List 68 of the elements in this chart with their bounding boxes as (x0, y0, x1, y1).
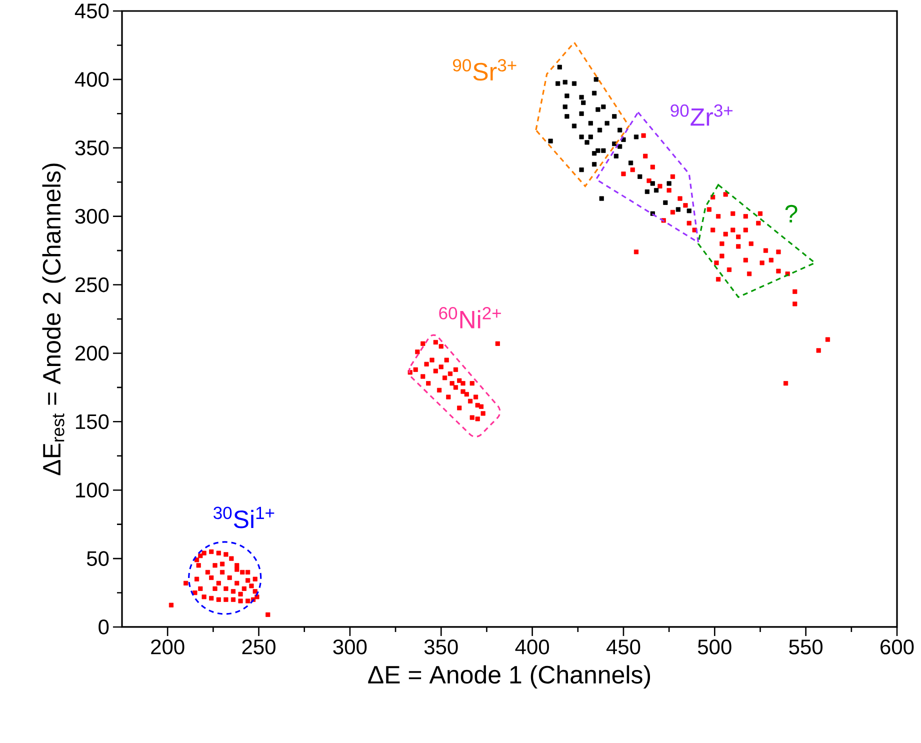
y-tick-label: 200 (75, 346, 109, 361)
point (618, 128, 622, 132)
point (596, 148, 600, 153)
x-tick-label: 450 (606, 640, 640, 654)
point (592, 162, 597, 167)
x-tick-label: 200 (151, 640, 184, 654)
annotation: $^{90}$Sr$^{3+}$ (452, 59, 516, 81)
point (686, 208, 692, 214)
point (676, 207, 680, 212)
y-tick-label: 250 (75, 277, 109, 292)
point (592, 151, 597, 156)
y-tick-label: 300 (75, 208, 109, 224)
annotation: $^{30}$Si$^{1+}$ (214, 506, 274, 528)
point (644, 189, 650, 194)
point (654, 188, 659, 193)
annotation: ? (785, 204, 798, 222)
point (581, 100, 586, 106)
y-tick-label: 450 (74, 4, 109, 18)
point (628, 160, 634, 166)
point (666, 181, 672, 186)
point (638, 174, 642, 179)
x-tick-label: 500 (698, 640, 732, 654)
point (663, 200, 668, 205)
y-tick-label: 0 (98, 620, 109, 634)
point (604, 120, 610, 126)
point (572, 81, 577, 86)
x-tick-label: 600 (880, 640, 914, 654)
y-tick-label: 400 (74, 72, 109, 87)
y-tick-label: 50 (86, 551, 109, 566)
x-axis-title: ΔE = Anode 1 (Channels) (368, 665, 650, 689)
point (579, 134, 584, 140)
annotation: $^{60}$Ni$^{2+}$ (439, 307, 501, 328)
y-tick-label: 100 (76, 482, 109, 498)
point (614, 154, 618, 158)
point (599, 196, 604, 201)
point (572, 124, 577, 128)
point (592, 90, 597, 96)
point (584, 140, 590, 145)
x-tick-label: 550 (789, 640, 823, 654)
x-tick-label: 350 (424, 640, 458, 654)
point (564, 114, 570, 119)
y-axis-title: ΔE$_{rest}$ = Anode 2 (Channels) (42, 164, 66, 476)
point (601, 104, 606, 110)
point (601, 148, 606, 153)
point (594, 77, 598, 82)
point (588, 120, 593, 126)
point (634, 134, 639, 140)
point (612, 114, 617, 119)
x-tick-label: 250 (242, 640, 276, 654)
point (588, 134, 593, 140)
y-tick-label: 350 (75, 140, 109, 156)
point (562, 80, 568, 84)
point (597, 128, 602, 132)
point (548, 138, 553, 144)
point (557, 64, 562, 70)
point (564, 94, 570, 98)
point (579, 167, 584, 172)
point (579, 111, 584, 116)
point (556, 81, 560, 86)
point (650, 181, 655, 186)
point (579, 94, 584, 100)
point (562, 104, 568, 110)
point (618, 144, 622, 149)
point (596, 107, 600, 112)
x-tick-label: 300 (333, 640, 367, 654)
x-tick-label: 400 (515, 640, 549, 654)
y-tick-label: 150 (76, 414, 109, 430)
annotation: $^{90}$Zr$^{3+}$ (670, 104, 733, 126)
